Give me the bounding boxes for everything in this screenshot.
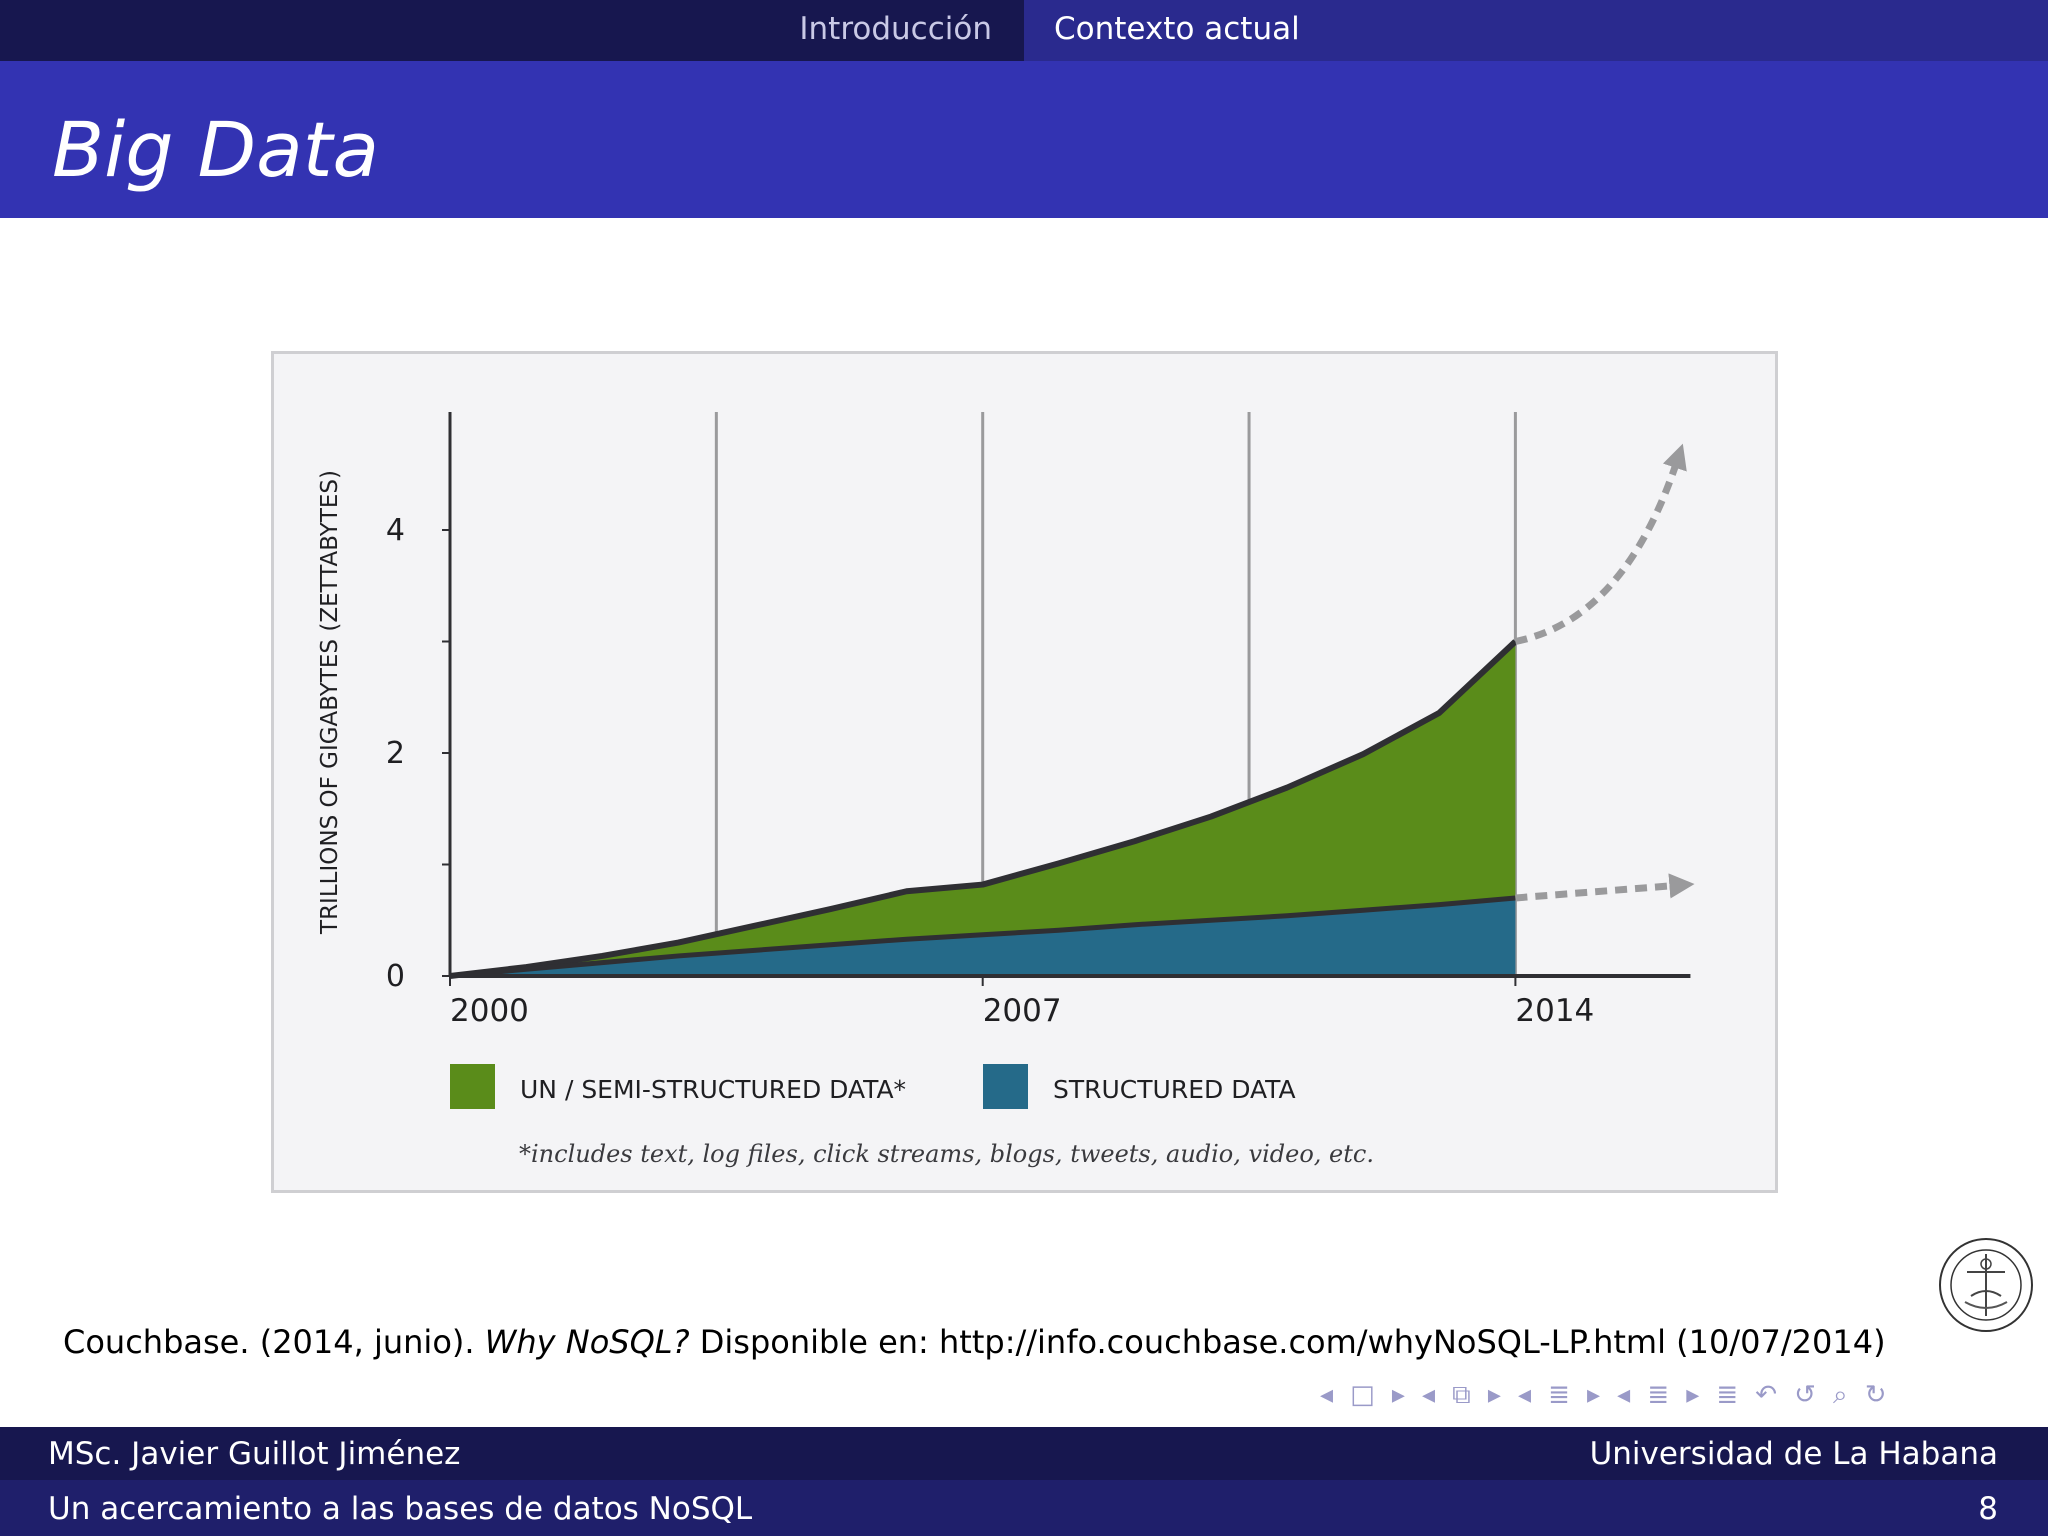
y-tick-label: 4 bbox=[386, 513, 405, 548]
citation-title: Why NoSQL? bbox=[484, 1323, 690, 1361]
frame-icon[interactable]: □ bbox=[1350, 1380, 1375, 1410]
y-axis-label: TRILLIONS OF GIGABYTES (ZETTABYTES) bbox=[317, 470, 343, 935]
y-tick-label: 0 bbox=[386, 959, 405, 994]
nav-arrow-right-icon[interactable]: ▸ bbox=[1686, 1380, 1700, 1410]
nav-arrow-left-icon[interactable]: ◂ bbox=[1421, 1380, 1436, 1410]
chart-footnote: *includes text, log files, click streams… bbox=[519, 1140, 1374, 1168]
nav-section-contexto-actual[interactable]: Contexto actual bbox=[1054, 11, 1300, 47]
legend-label-unstructured: UN / SEMI-STRUCTURED DATA* bbox=[520, 1075, 906, 1104]
nav-section-introduccion[interactable]: Introducción bbox=[799, 11, 992, 47]
footer-page-number: 8 bbox=[1978, 1491, 1998, 1527]
footer-talk-title: Un acercamiento a las bases de datos NoS… bbox=[48, 1491, 753, 1527]
x-tick-label: 2000 bbox=[450, 993, 529, 1029]
legend-swatch-unstructured bbox=[450, 1064, 495, 1109]
y-tick-label: 2 bbox=[386, 736, 405, 771]
nav-arrow-right-icon[interactable]: ▸ bbox=[1391, 1380, 1405, 1410]
x-tick-label: 2014 bbox=[1515, 993, 1594, 1029]
area-unstructured-data bbox=[450, 641, 1516, 976]
search-icon[interactable]: ⌕ bbox=[1833, 1380, 1848, 1410]
legend-swatch-structured bbox=[983, 1064, 1028, 1109]
chart-figure: 0 2 4 2000 2007 2014 TRILLIONS OF GIGABYTES (Z… bbox=[271, 351, 1778, 1193]
footer-author: MSc. Javier Guillot Jiménez bbox=[48, 1436, 461, 1472]
footer-institution: Universidad de La Habana bbox=[1589, 1436, 1998, 1472]
citation: Couchbase. (2014, junio). Why NoSQL? Dis… bbox=[63, 1323, 1886, 1361]
line-total-data bbox=[449, 639, 1518, 979]
footer-bottom-bar: Un acercamiento a las bases de datos NoS… bbox=[0, 1480, 2048, 1536]
nav-arrow-left-icon[interactable]: ◂ bbox=[1517, 1380, 1532, 1410]
outline-icon[interactable]: ≣ bbox=[1716, 1380, 1739, 1410]
back-icon[interactable]: ↶ bbox=[1755, 1380, 1778, 1410]
navbar-left-section: Introducción bbox=[0, 0, 1024, 61]
nav-arrow-left-icon[interactable]: ◂ bbox=[1617, 1380, 1631, 1410]
citation-suffix: Disponible en: http://info.couchbase.com… bbox=[689, 1323, 1886, 1361]
university-seal-icon bbox=[1939, 1238, 2033, 1332]
section-icon[interactable]: ≣ bbox=[1548, 1380, 1570, 1410]
top-navbar: Introducción Contexto actual bbox=[0, 0, 2048, 61]
projection-arrow-total bbox=[1514, 443, 1687, 645]
nav-arrow-right-icon[interactable]: ▸ bbox=[1587, 1380, 1601, 1410]
line-structured-data bbox=[449, 895, 1516, 979]
nav-arrow-right-icon[interactable]: ▸ bbox=[1487, 1380, 1501, 1410]
subsection-icon[interactable]: ⧉ bbox=[1452, 1380, 1471, 1410]
big-data-chart: 0 2 4 2000 2007 2014 TRILLIONS OF GIGABYTES (Z… bbox=[317, 412, 1695, 1168]
projection-arrow-structured bbox=[1515, 873, 1695, 902]
refresh-icon[interactable]: ↺ bbox=[1794, 1380, 1816, 1410]
title-bar: Big Data bbox=[0, 61, 2048, 218]
legend-label-structured: STRUCTURED DATA bbox=[1053, 1075, 1296, 1104]
beamer-navigation-symbols: ◂ □ ▸ ◂ ⧉ ▸ ◂ ≣ ▸ ◂ ≣ ▸ ≣ ↶ ↺ ⌕ ↻ bbox=[1320, 1380, 1899, 1414]
x-tick-label: 2007 bbox=[983, 993, 1062, 1029]
nav-arrow-left-icon[interactable]: ◂ bbox=[1320, 1380, 1334, 1410]
forward-icon[interactable]: ↻ bbox=[1864, 1380, 1887, 1410]
navbar-right-section: Contexto actual bbox=[1024, 0, 2048, 61]
document-icon[interactable]: ≣ bbox=[1647, 1380, 1670, 1410]
citation-prefix: Couchbase. (2014, junio). bbox=[63, 1323, 485, 1361]
footer-top-bar: MSc. Javier Guillot Jiménez Universidad … bbox=[0, 1427, 2048, 1480]
slide-title: Big Data bbox=[52, 105, 380, 194]
